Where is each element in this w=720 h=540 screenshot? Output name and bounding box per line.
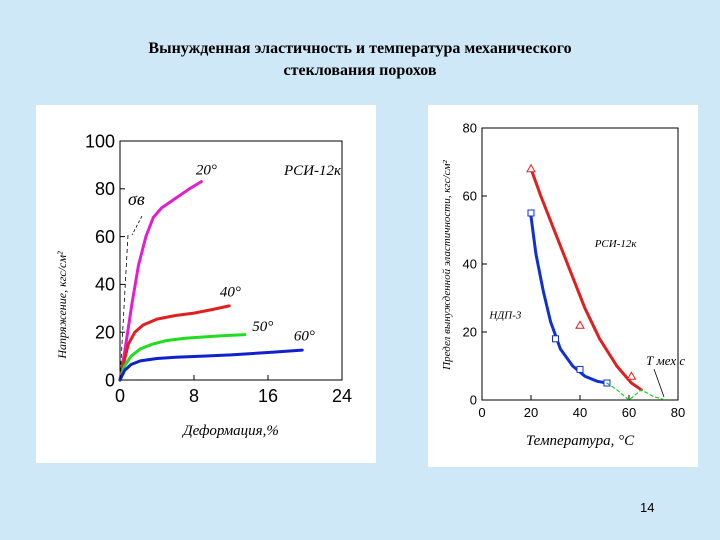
right-tc-arrow (653, 368, 665, 398)
right-y-axis-label: Предел вынужденной эластичности, кгс/см² (441, 159, 453, 370)
series-label-0: РСИ-12к (594, 238, 638, 250)
y-tick-label: 80 (95, 179, 115, 199)
x-tick-label: 60 (622, 405, 636, 420)
stress-strain-chart: 0 8 16 24 0 20 40 60 80 100 20° 40° 50° 60° Деформац… (55, 131, 352, 439)
left-sample-label: РСИ-12к (283, 163, 342, 179)
slide-title-line1: Вынужденная эластичность и температура м… (148, 40, 572, 57)
x-tick-label: 0 (115, 386, 125, 406)
left-y-axis-label: Напряжение, кгс/см² (55, 251, 69, 360)
yield-temperature-chart: 0 20 40 60 80 0 20 40 60 80 РСИ-12к НДП-3 Температ… (441, 121, 686, 449)
series-label-1: 40° (220, 284, 241, 300)
y-tick-label: 80 (463, 121, 477, 136)
x-tick-label: 24 (332, 386, 352, 406)
left-axis-ticks: 0 8 16 24 0 20 40 60 80 100 (85, 131, 352, 406)
y-tick-label: 20 (463, 325, 477, 340)
slide-title: Вынужденная эластичность и температура м… (60, 38, 660, 82)
right-x-axis-label: Температура, °С (526, 433, 635, 449)
series-line-0 (118, 180, 203, 382)
right-series-group: РСИ-12к НДП-3 (488, 163, 667, 401)
triangle-marker (626, 371, 637, 380)
y-tick-label: 60 (95, 227, 115, 247)
left-sigma-label: σв (128, 189, 145, 209)
left-plot-frame (119, 140, 343, 381)
series-label-3: 60° (294, 329, 315, 345)
right-tc-label: Т мех с (646, 353, 685, 368)
series-line-2 (118, 333, 247, 382)
y-tick-label: 100 (85, 131, 115, 151)
slide-title-line2: стеклования порохов (283, 62, 437, 79)
series-line-1 (529, 214, 609, 385)
x-tick-label: 80 (671, 405, 685, 420)
y-tick-label: 40 (463, 257, 477, 272)
y-tick-label: 0 (470, 393, 477, 408)
x-tick-label: 16 (258, 386, 278, 406)
x-tick-label: 40 (573, 405, 587, 420)
left-sigma-leader (131, 215, 143, 236)
square-marker (552, 335, 559, 343)
left-x-axis-label: Деформация,% (181, 423, 279, 439)
series-label-1: НДП-3 (488, 309, 522, 321)
x-tick-label: 0 (478, 405, 485, 420)
y-tick-label: 60 (463, 189, 477, 204)
left-sigma-dashed-line (119, 234, 129, 381)
x-tick-label: 20 (524, 405, 538, 420)
y-tick-label: 40 (95, 275, 115, 295)
square-marker (576, 365, 584, 373)
series-line-0 (529, 167, 643, 392)
page-number: 14 (640, 500, 655, 515)
y-tick-label: 0 (105, 370, 115, 390)
triangle-marker (575, 320, 585, 329)
left-chart-panel: 0 8 16 24 0 20 40 60 80 100 20° 40° 50° 60° Деформац… (36, 105, 376, 463)
series-label-0: 20° (196, 162, 217, 178)
series-label-2: 50° (252, 319, 273, 335)
series-line-1 (118, 304, 231, 382)
right-chart-panel: 0 20 40 60 80 0 20 40 60 80 РСИ-12к НДП-3 Температ… (428, 105, 698, 467)
y-tick-label: 20 (95, 323, 115, 343)
series-line-3 (118, 348, 304, 382)
square-marker (527, 209, 535, 217)
series-line-2 (606, 382, 667, 401)
x-tick-label: 8 (189, 386, 199, 406)
left-series-group: 20° 40° 50° 60° (118, 162, 315, 382)
triangle-marker (526, 163, 536, 173)
right-axis-ticks: 0 20 40 60 80 0 20 40 60 80 (463, 121, 686, 420)
